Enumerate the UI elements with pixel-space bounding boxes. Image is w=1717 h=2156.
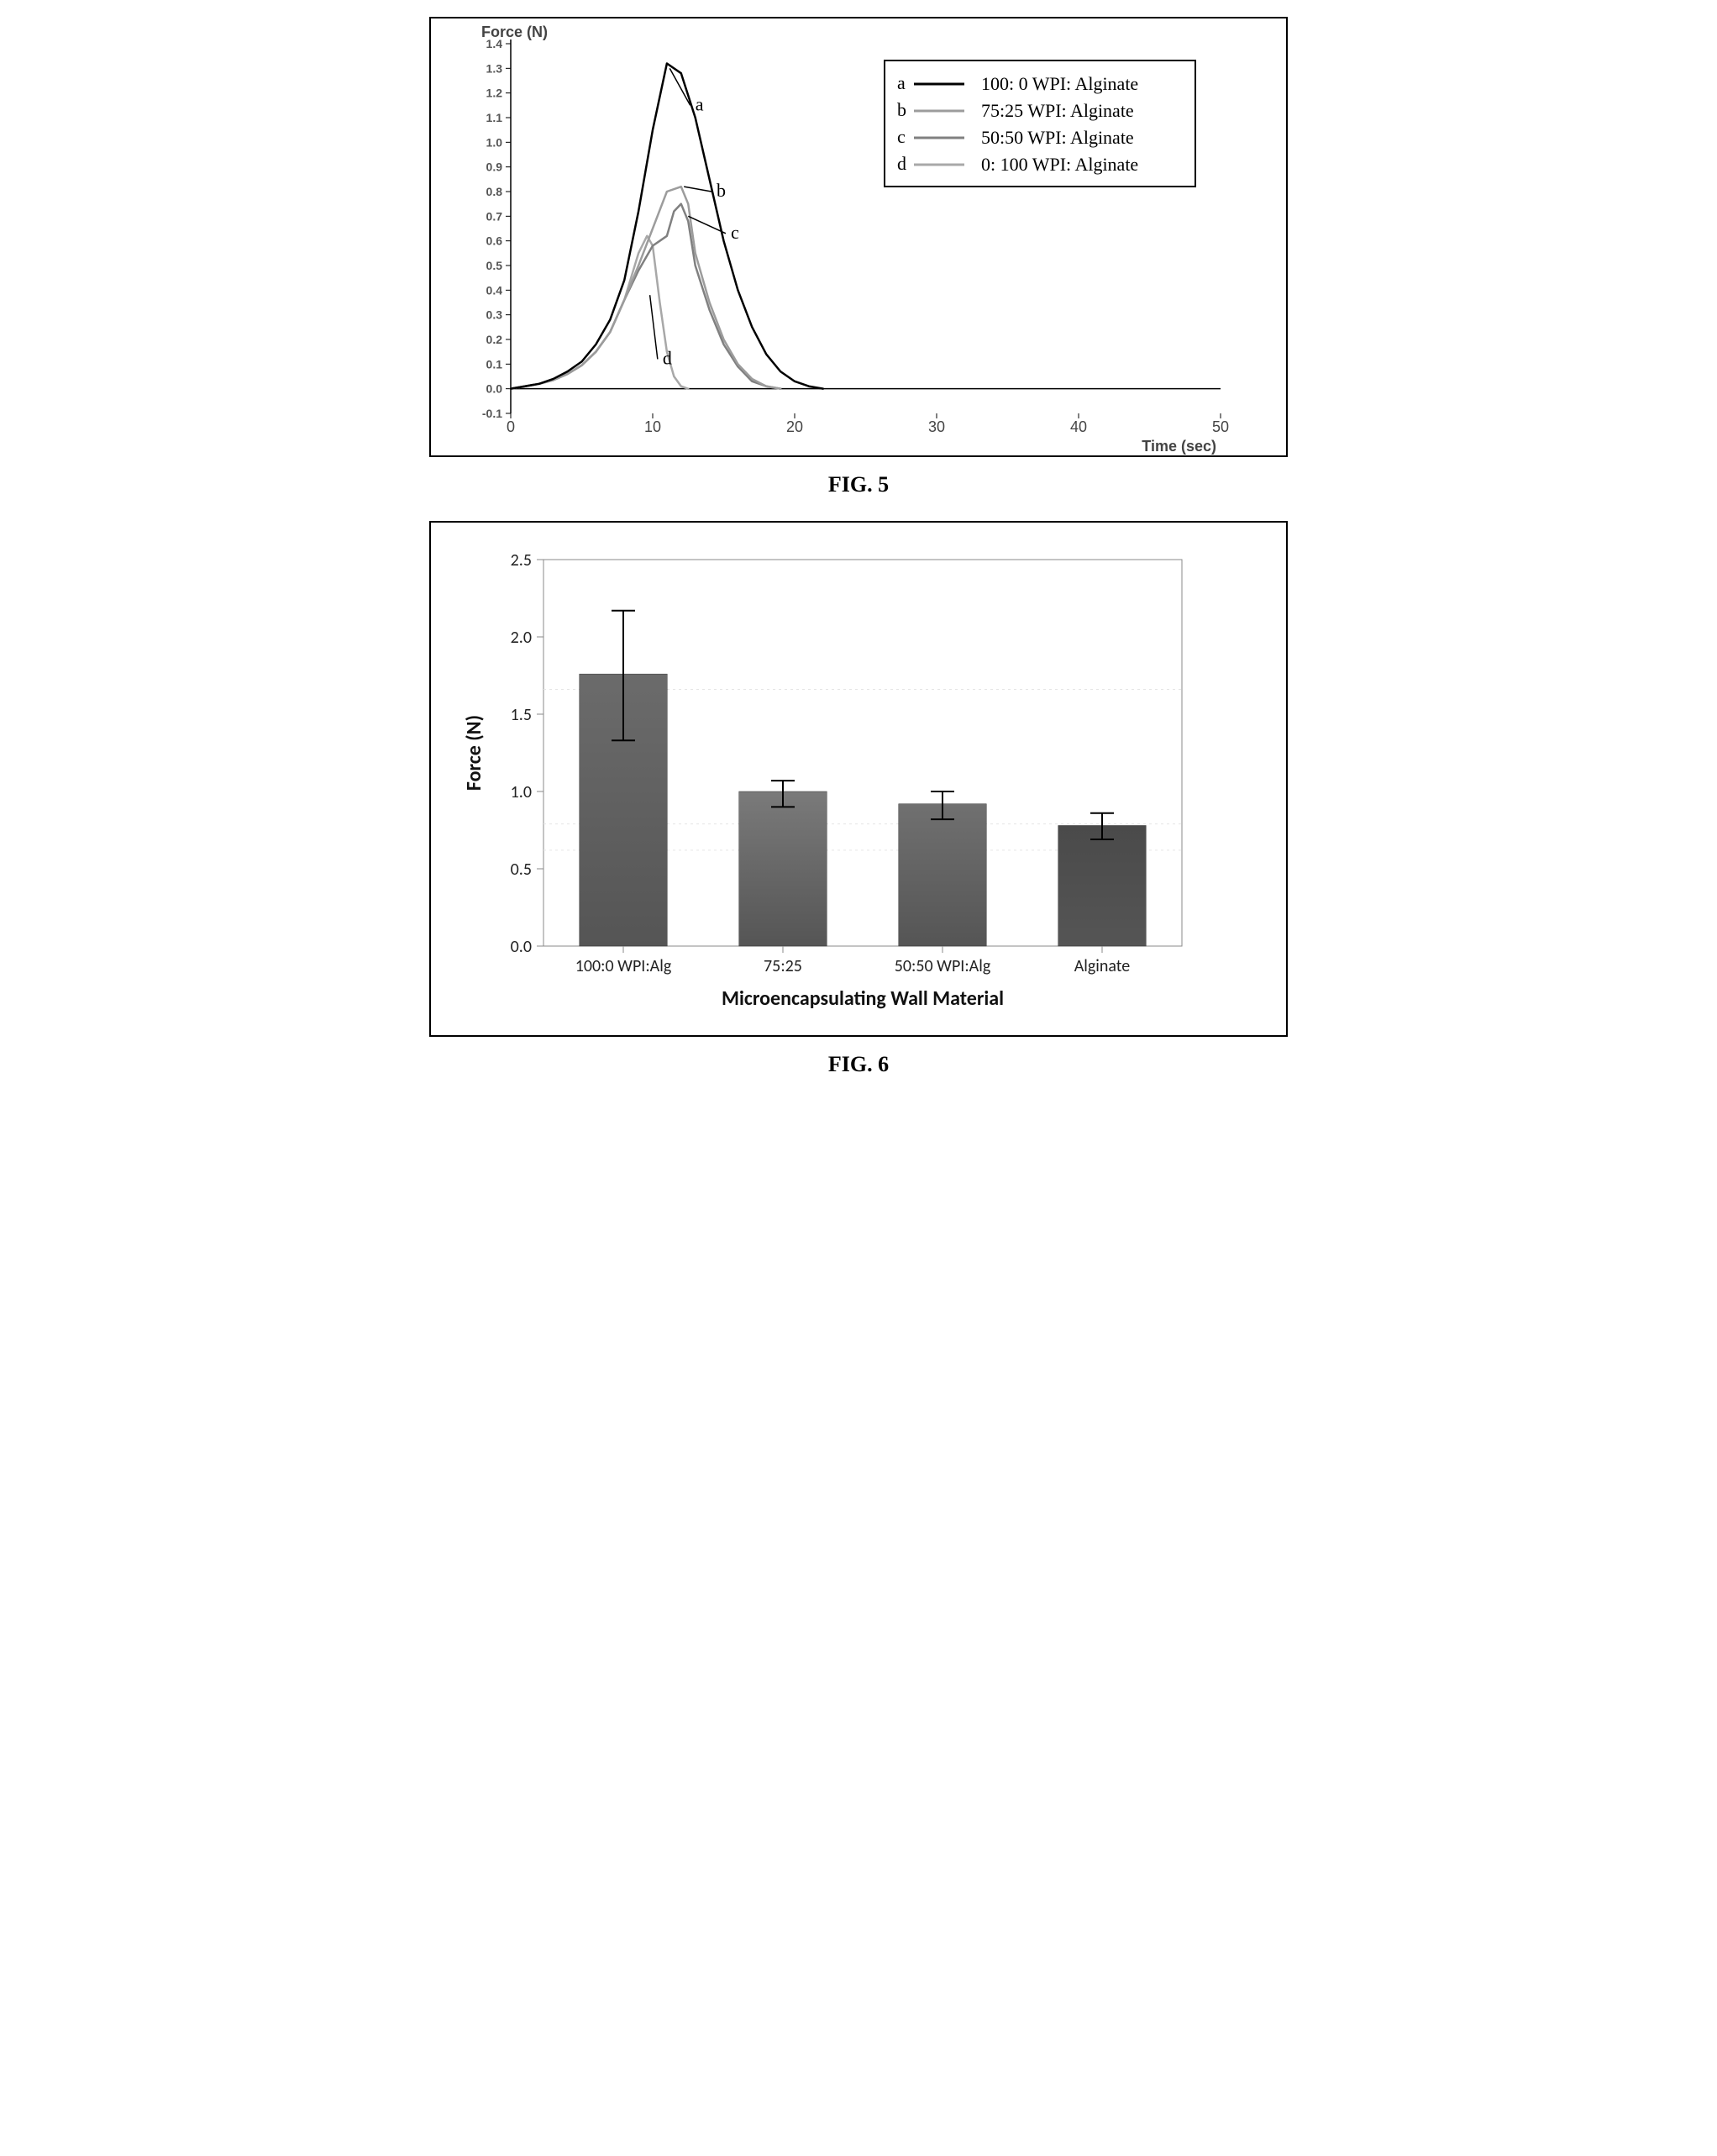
legend-label: 75:25 WPI: Alginate	[981, 100, 1134, 121]
legend-letter: d	[897, 153, 906, 174]
fig5-series-a	[511, 63, 823, 388]
fig6-ytick: 2.5	[511, 550, 532, 571]
fig5-ann-a: a	[696, 93, 704, 114]
fig6-barlabel: 50:50 WPI:Alg	[895, 956, 991, 976]
fig5-panel: Force (N)-0.10.00.10.20.30.40.50.60.70.8…	[429, 17, 1288, 457]
fig5-ytick: 0.7	[486, 209, 503, 223]
fig5-ann-line	[669, 68, 690, 105]
fig6-caption: FIG. 6	[429, 1052, 1288, 1077]
fig5-ytick: 0.0	[486, 382, 503, 396]
fig5-xtick: 0	[507, 418, 515, 435]
fig5-ytick: 1.1	[486, 111, 503, 124]
fig6-ytick: 2.0	[511, 628, 532, 648]
fig6-bar	[899, 804, 987, 946]
legend-letter: b	[897, 99, 906, 120]
legend-label: 50:50 WPI: Alginate	[981, 127, 1134, 148]
fig5-ann-b: b	[717, 180, 726, 201]
fig5-ytick: -0.1	[482, 407, 502, 420]
fig6-bar	[1058, 825, 1147, 946]
fig5-ytick: 1.2	[486, 87, 503, 100]
fig5-xtick: 50	[1212, 418, 1229, 435]
legend-letter: c	[897, 126, 906, 147]
fig6-barlabel: 100:0 WPI:Alg	[575, 956, 672, 976]
fig5-ytick: 0.5	[486, 259, 503, 272]
fig6-ytick: 1.0	[511, 782, 532, 802]
fig5-ann-d: d	[663, 347, 672, 368]
fig5-ytick: 1.4	[486, 37, 503, 50]
fig5-ytick: 0.2	[486, 333, 503, 346]
fig6-barlabel: Alginate	[1074, 956, 1131, 976]
fig6-ylabel: Force (N)	[462, 715, 486, 791]
fig5-ytick: 0.9	[486, 160, 503, 174]
fig5-xtick: 40	[1070, 418, 1087, 435]
fig5-caption: FIG. 5	[429, 472, 1288, 497]
fig5-ann-line	[650, 295, 658, 359]
fig5-ytick: 0.8	[486, 185, 503, 198]
fig5-ytick: 1.0	[486, 135, 503, 149]
fig5-xtick: 20	[786, 418, 803, 435]
fig6-xlabel: Microencapsulating Wall Material	[722, 986, 1004, 1011]
fig5-ytick: 0.6	[486, 234, 503, 248]
fig5-ytick: 0.3	[486, 308, 503, 322]
fig6-ytick: 0.5	[511, 860, 532, 880]
legend-letter: a	[897, 72, 906, 93]
legend-label: 0: 100 WPI: Alginate	[981, 154, 1138, 175]
fig6-barlabel: 75:25	[764, 956, 802, 976]
fig5-chart: Force (N)-0.10.00.10.20.30.40.50.60.70.8…	[431, 18, 1237, 455]
fig5-series-b	[511, 187, 780, 389]
fig6-ytick: 1.5	[511, 705, 532, 725]
fig6-bar	[739, 791, 827, 946]
fig5-ann-c: c	[731, 222, 739, 243]
fig5-ytick: 0.1	[486, 357, 503, 371]
fig5-xtick: 10	[644, 418, 661, 435]
fig5-xlabel: Time (sec)	[1142, 438, 1216, 455]
fig5-ytick: 0.4	[486, 283, 503, 297]
fig5-ytick: 1.3	[486, 61, 503, 75]
fig5-xtick: 30	[928, 418, 945, 435]
fig6-ytick: 0.0	[511, 937, 532, 957]
fig5-ann-line	[684, 187, 711, 192]
legend-label: 100: 0 WPI: Alginate	[981, 73, 1138, 94]
fig6-chart: 0.0 0.5 1.0 1.5 2.0 2.5 100:0 WPI:Alg 75:25 50:5…	[443, 534, 1216, 1030]
fig6-panel: 0.0 0.5 1.0 1.5 2.0 2.5 100:0 WPI:Alg 75:25 50:5…	[429, 521, 1288, 1037]
fig5-series-d	[511, 236, 688, 389]
